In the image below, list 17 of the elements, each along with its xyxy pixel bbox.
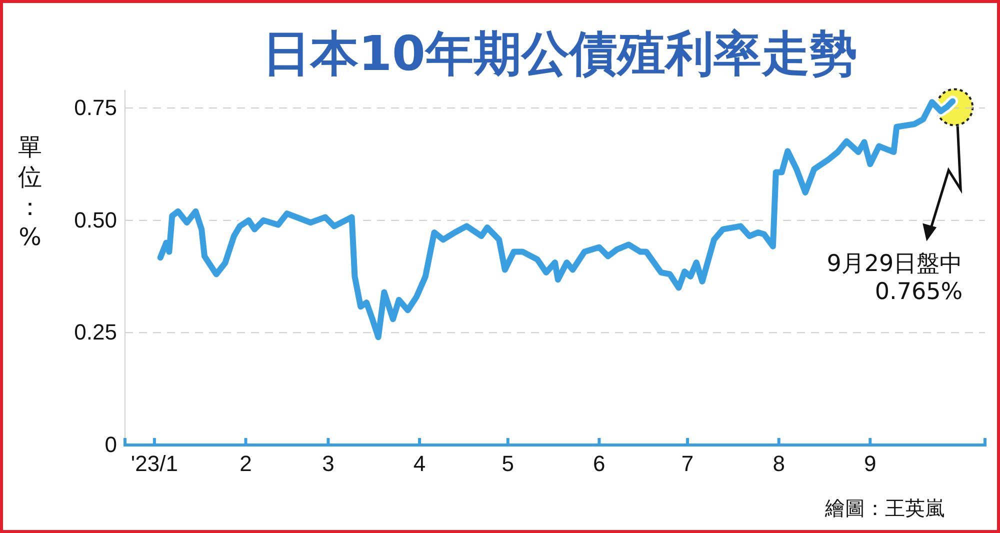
x-tick-label: 4 bbox=[413, 450, 426, 476]
annotation: 9月29日盤中 0.765% bbox=[826, 251, 963, 306]
text: 繪圖：王英嵐 bbox=[824, 496, 945, 520]
x-tick-label: 8 bbox=[772, 450, 785, 476]
y-tick-label: 0 bbox=[104, 432, 117, 458]
chart-title: 日本10年期公債殖利率走勢 bbox=[262, 26, 858, 82]
x-tick-label: 5 bbox=[502, 450, 514, 476]
x-tick-label: 3 bbox=[322, 450, 334, 476]
x-tick-label: 6 bbox=[593, 450, 606, 476]
y-tick-label: 0.25 bbox=[74, 320, 117, 345]
x-tick-label: 7 bbox=[681, 450, 694, 476]
y-axis-title: 單位：% bbox=[18, 133, 42, 251]
x-tick-label: 9 bbox=[864, 450, 876, 476]
x-tick-label: '23/1 bbox=[130, 450, 178, 476]
y-tick-label: 0.75 bbox=[74, 95, 117, 120]
y-tick-label: 0.50 bbox=[74, 207, 117, 232]
x-tick-label: 2 bbox=[240, 450, 252, 476]
